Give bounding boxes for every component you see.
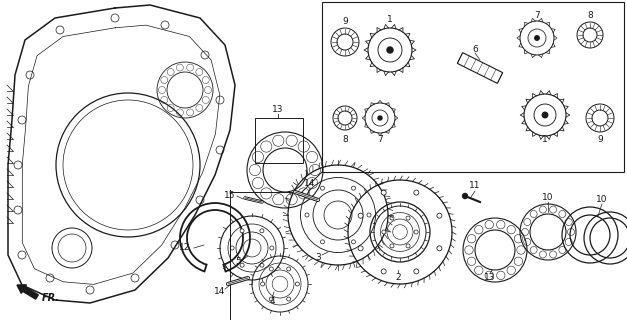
Text: 8: 8 <box>342 135 348 145</box>
Circle shape <box>535 36 539 40</box>
Text: 9: 9 <box>342 18 348 27</box>
Text: 6: 6 <box>472 45 478 54</box>
Text: 13: 13 <box>272 106 284 115</box>
Circle shape <box>295 282 299 286</box>
Text: 1: 1 <box>387 15 393 25</box>
Circle shape <box>437 246 442 251</box>
Text: 10: 10 <box>596 196 608 204</box>
Circle shape <box>352 186 356 190</box>
Text: 7: 7 <box>534 11 540 20</box>
Circle shape <box>261 282 265 286</box>
Circle shape <box>270 297 273 301</box>
Bar <box>322 2 624 172</box>
Circle shape <box>463 194 468 198</box>
Text: 11: 11 <box>469 181 481 190</box>
Text: 4: 4 <box>269 298 275 307</box>
Circle shape <box>387 47 393 53</box>
Polygon shape <box>457 52 503 84</box>
Circle shape <box>542 112 548 118</box>
Circle shape <box>381 190 386 195</box>
Circle shape <box>390 244 394 248</box>
Circle shape <box>270 246 274 250</box>
Circle shape <box>270 267 273 271</box>
Circle shape <box>230 246 234 250</box>
FancyArrow shape <box>17 285 38 299</box>
Circle shape <box>367 213 371 217</box>
Text: FR.: FR. <box>42 293 60 303</box>
Circle shape <box>406 216 410 220</box>
Circle shape <box>437 213 442 218</box>
Text: 3: 3 <box>315 253 321 262</box>
Circle shape <box>414 230 418 234</box>
Circle shape <box>240 229 244 233</box>
Circle shape <box>414 190 419 195</box>
Text: 2: 2 <box>395 274 401 283</box>
Circle shape <box>378 116 382 120</box>
Text: 9: 9 <box>597 135 603 145</box>
Circle shape <box>260 263 264 267</box>
Circle shape <box>390 216 394 220</box>
Text: 13: 13 <box>484 274 496 283</box>
Circle shape <box>287 267 291 271</box>
Text: 14: 14 <box>304 179 315 188</box>
Text: 1: 1 <box>542 135 548 145</box>
Bar <box>255 118 303 163</box>
Circle shape <box>414 269 419 274</box>
Text: 5: 5 <box>235 258 241 267</box>
Text: 8: 8 <box>587 11 593 20</box>
Circle shape <box>287 297 291 301</box>
Text: 7: 7 <box>377 135 383 145</box>
Circle shape <box>320 186 325 190</box>
Text: 10: 10 <box>542 194 554 203</box>
Circle shape <box>352 240 356 244</box>
Circle shape <box>358 246 363 251</box>
Text: 14: 14 <box>214 286 226 295</box>
Circle shape <box>358 213 363 218</box>
Circle shape <box>382 230 386 234</box>
Text: 15: 15 <box>224 191 236 201</box>
Circle shape <box>320 240 325 244</box>
Circle shape <box>305 213 309 217</box>
Circle shape <box>240 263 244 267</box>
Text: 12: 12 <box>179 244 191 252</box>
Circle shape <box>381 269 386 274</box>
Circle shape <box>406 244 410 248</box>
Circle shape <box>260 229 264 233</box>
